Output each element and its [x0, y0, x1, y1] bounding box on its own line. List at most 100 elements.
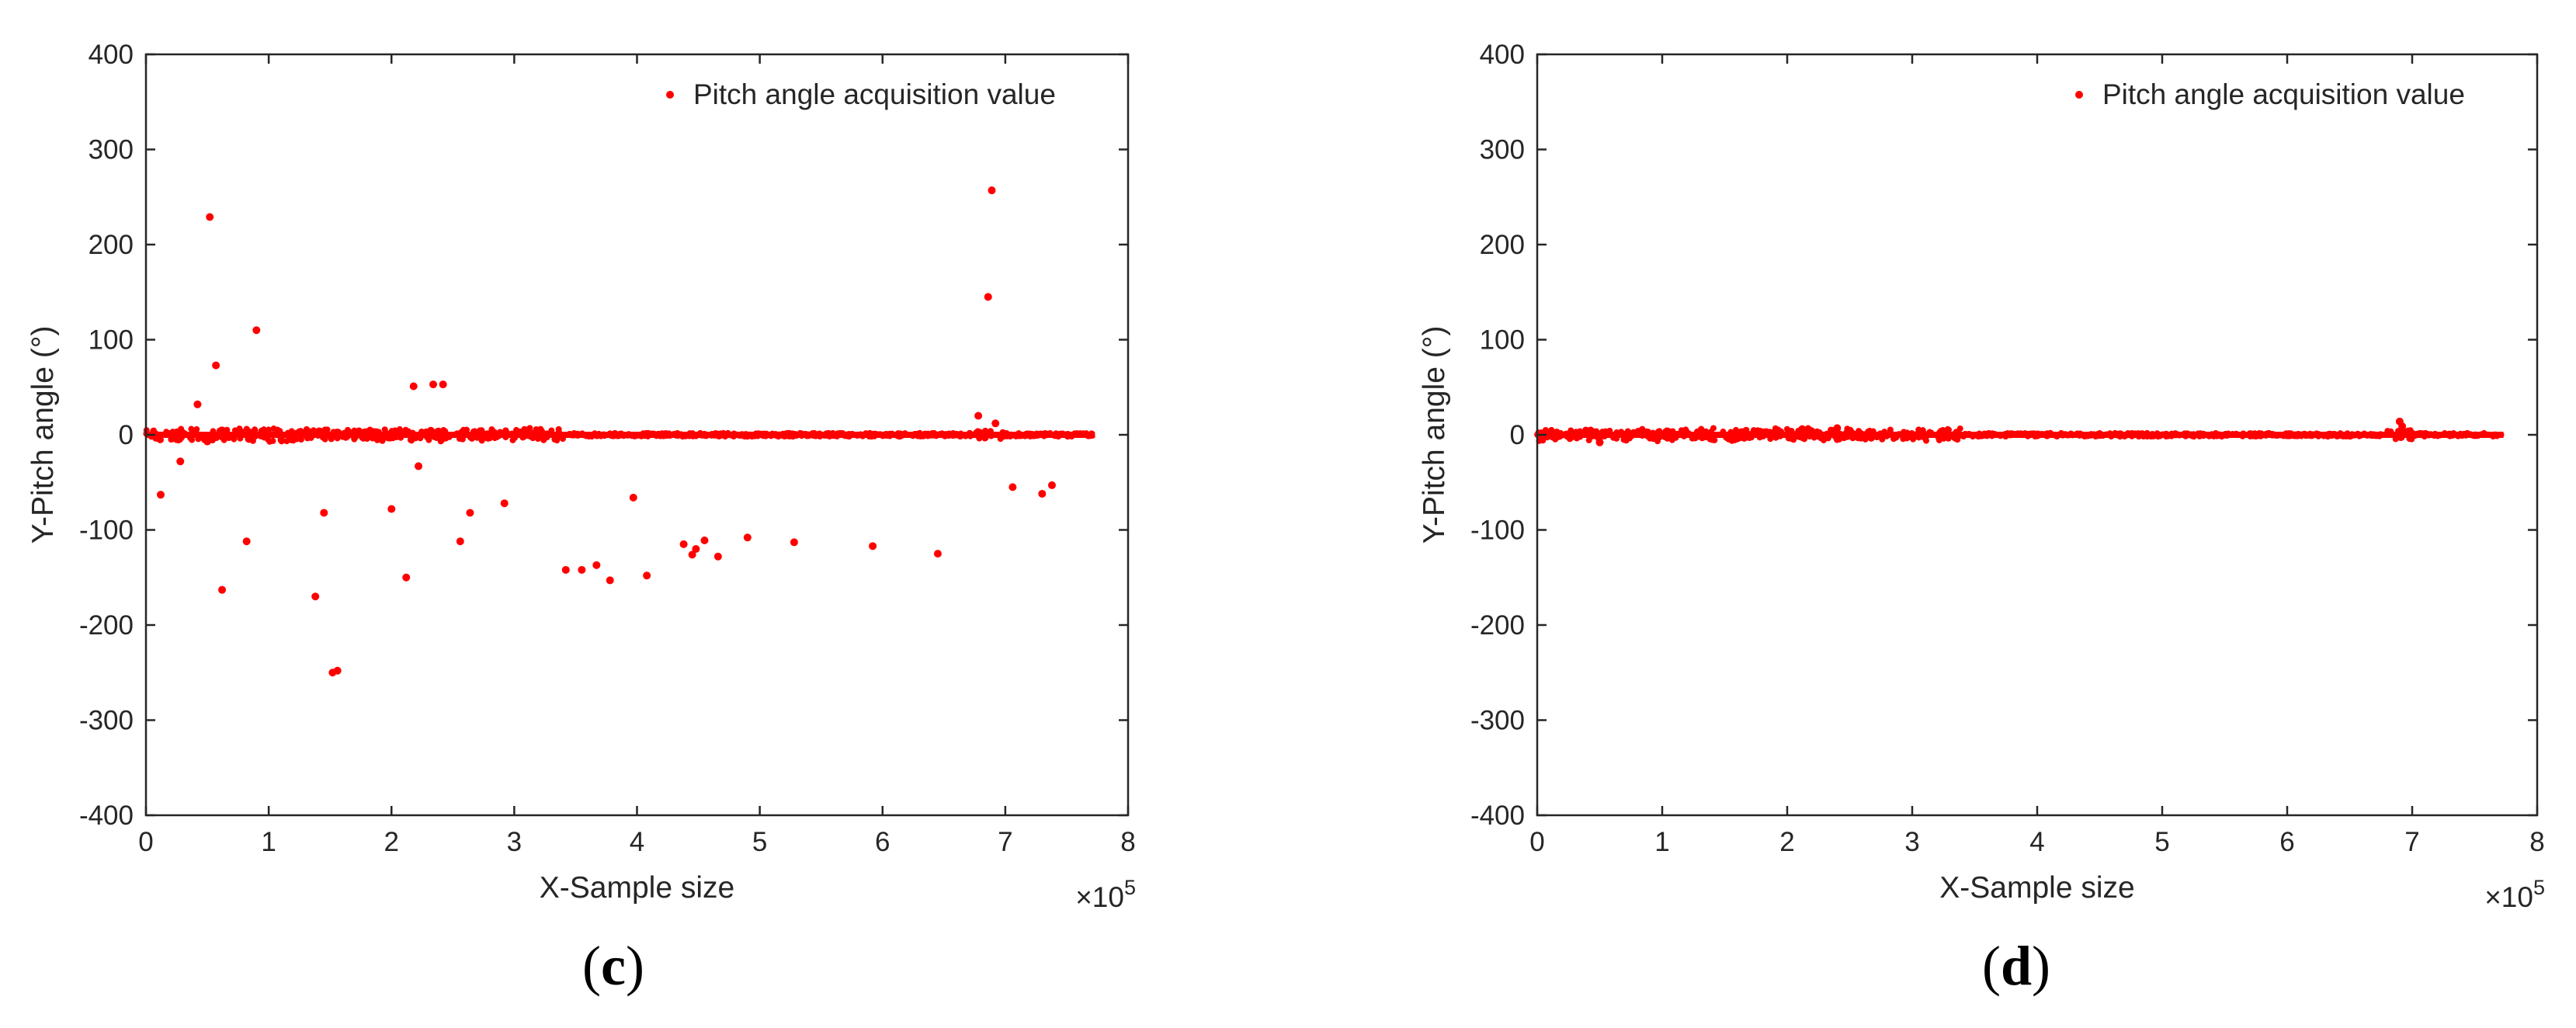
chart-c-band-point	[939, 430, 946, 437]
chart-d-band-point	[2097, 432, 2104, 439]
chart-c-point	[933, 550, 942, 558]
chart-d-band-point	[1773, 433, 1780, 440]
chart-d-band-point	[1923, 437, 1930, 444]
chart-c-band-point	[471, 428, 478, 435]
chart-c-band-point	[776, 431, 783, 438]
chart-d-band-point	[2015, 431, 2022, 438]
chart-c-x-multiplier: ×105	[1075, 876, 1136, 913]
chart-c-band-point	[857, 431, 864, 438]
chart-c-point	[193, 400, 202, 408]
chart-d-panel-letter: d	[2001, 935, 2032, 997]
chart-c-band-point	[321, 435, 328, 442]
chart-c-frame	[144, 53, 1130, 817]
chart-d-band-point	[1606, 427, 1613, 434]
chart-c-y-tick-label: 300	[89, 135, 134, 165]
chart-c-band-point	[313, 429, 320, 436]
chart-c-band-point	[982, 427, 989, 434]
chart-c-band-point	[566, 430, 573, 437]
chart-d-x-tick-label: 8	[2529, 827, 2544, 857]
chart-d-y-tick-label: -100	[1470, 516, 1525, 546]
chart-d-band-point	[1639, 432, 1646, 439]
chart-d-band-point	[2406, 435, 2413, 442]
chart-d-band-point	[2407, 428, 2414, 435]
chart-d-band-point	[2377, 431, 2384, 438]
chart-d-frame	[1536, 53, 2539, 817]
chart-c-point	[561, 565, 570, 574]
chart-d-band-point	[1807, 426, 1814, 433]
chart-c-band-point	[976, 435, 983, 442]
chart-c-point	[692, 545, 700, 553]
chart-c-point	[606, 576, 614, 585]
chart-c-band-point	[711, 432, 718, 439]
chart-c-band-point	[799, 430, 806, 437]
chart-d-point	[1798, 425, 1807, 433]
chart-d-band-point	[2124, 429, 2131, 436]
chart-c-band-point	[218, 426, 225, 433]
chart-c-band-point	[1028, 430, 1035, 437]
chart-c-point	[974, 412, 983, 420]
chart-d-band-point	[1637, 427, 1644, 434]
chart-d-point	[1833, 424, 1842, 432]
chart-c-y-axis-label: Y-Pitch angle (°)	[26, 326, 60, 544]
chart-c-x-tick-label: 2	[384, 827, 399, 857]
chart-c-band-point	[962, 432, 969, 439]
chart-c-band-point	[393, 429, 400, 436]
chart-c-band-point	[653, 432, 660, 439]
chart-c-band-point	[842, 432, 849, 439]
chart-d-band-point	[1733, 426, 1740, 433]
chart-c-y-tick-label: 100	[89, 325, 134, 356]
chart-d-band-point	[1630, 429, 1637, 436]
chart-c-band-point	[424, 434, 431, 441]
chart-c-x-tick-label: 4	[630, 827, 644, 857]
chart-c-band-point	[438, 428, 445, 435]
chart-c-band-point	[884, 432, 891, 439]
chart-d-band-point	[1668, 436, 1675, 443]
chart-d-band-point	[2053, 432, 2060, 439]
chart-c-y-tick-label: -400	[79, 801, 134, 831]
chart-c-point	[387, 505, 396, 513]
chart-c-band-point	[551, 436, 558, 443]
chart-c-band-point	[927, 432, 934, 439]
chart-d-band-point	[2334, 432, 2341, 439]
chart-c-band-point	[278, 438, 285, 445]
chart-c-band-point	[509, 436, 516, 443]
chart-d-band-point	[1818, 432, 1825, 439]
chart-c-band-point	[304, 435, 311, 442]
chart-c-band-point	[481, 430, 488, 437]
chart-c-band-point	[601, 432, 608, 439]
chart-d-band-point	[2131, 430, 2138, 437]
chart-d-band-point	[1564, 433, 1571, 440]
chart-d-band-point	[1756, 434, 1763, 441]
chart-c-point	[679, 540, 688, 548]
chart-c-band-point	[522, 427, 529, 434]
chart-c-band-point	[1023, 430, 1030, 437]
chart-d-band-point	[2361, 430, 2368, 437]
chart-c-point	[578, 565, 586, 574]
chart-d-y-tick-label: -300	[1470, 706, 1525, 736]
chart-d-x-tick-label: 5	[2154, 827, 2169, 857]
chart-c-band-point	[880, 432, 887, 439]
chart-d-x-tick-label: 7	[2404, 827, 2419, 857]
chart-d-y-tick-label: 0	[1510, 420, 1525, 450]
chart-c-band-point	[456, 436, 463, 443]
chart-c-band-point	[265, 436, 272, 443]
chart-d-point	[2398, 422, 2407, 430]
chart-d-band-point	[1831, 431, 1838, 438]
chart-d-band-point	[1841, 435, 1848, 442]
chart-c-band-point	[545, 430, 552, 437]
chart-c-y-tick-label: 200	[89, 230, 134, 260]
chart-d-x-tick-label: 0	[1529, 827, 1544, 857]
chart-d-band-point	[1746, 435, 1753, 442]
chart-d-band-point	[1814, 428, 1821, 435]
chart-c-band-point	[284, 429, 291, 436]
chart-d-band-point	[1788, 428, 1795, 435]
chart-c-band-point	[728, 432, 735, 439]
chart-c-point	[333, 666, 342, 675]
chart-d-y-tick-label: -400	[1470, 801, 1525, 831]
chart-c-point	[456, 537, 464, 546]
chart-c-point	[988, 186, 996, 195]
chart-c-band-point	[1088, 432, 1095, 439]
chart-c-band-point	[789, 430, 796, 437]
chart-d-band-point	[1767, 436, 1774, 443]
